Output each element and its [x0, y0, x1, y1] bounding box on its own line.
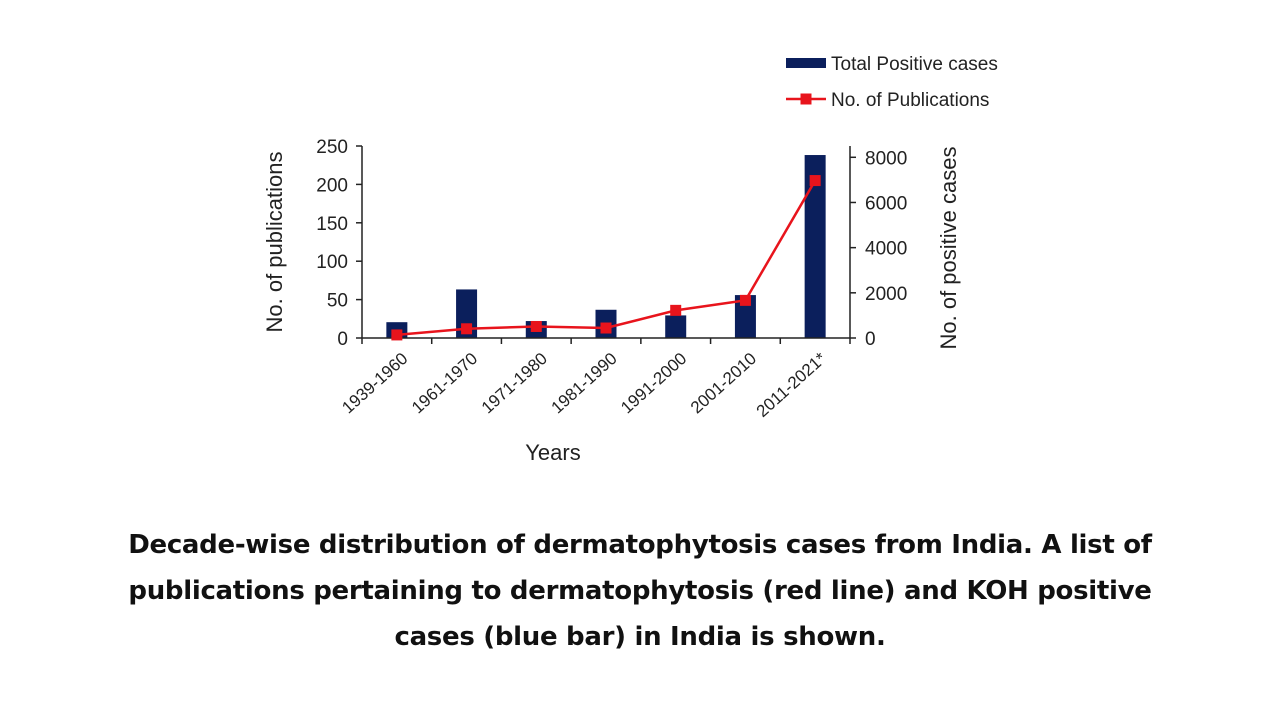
left-tick-label: 200	[316, 175, 348, 196]
right-tick-label: 2000	[865, 284, 907, 305]
x-tick-label-2011-2021*: 2011-2021*	[753, 349, 830, 421]
right-tick-label: 8000	[865, 148, 907, 169]
x-tick-label-1981-1990: 1981-1990	[548, 349, 621, 418]
figure-caption: Decade-wise distribution of dermatophyto…	[128, 530, 1152, 652]
left-tick-label: 100	[316, 252, 348, 273]
chart-legend: Total Positive cases No. of Publications	[786, 54, 998, 111]
publications-point-1981-1990	[600, 322, 612, 334]
left-tick-label: 50	[327, 291, 348, 312]
x-tick-label-1991-2000: 1991-2000	[617, 349, 690, 418]
legend-line-label: No. of Publications	[831, 90, 989, 111]
left-tick-label: 0	[337, 329, 348, 350]
publications-point-1991-2000	[670, 304, 682, 316]
publications-point-1939-1960	[391, 329, 403, 341]
x-tick-label-2001-2010: 2001-2010	[687, 349, 760, 418]
x-tick-label-1971-1980: 1971-1980	[478, 349, 551, 418]
publications-point-1971-1980	[530, 320, 542, 332]
bar-1991-2000	[665, 315, 687, 338]
right-tick-label: 4000	[865, 239, 907, 260]
publications-point-2011-2021*	[809, 175, 821, 187]
x-tick-label-1961-1970: 1961-1970	[408, 349, 481, 418]
left-axis-title: No. of publications	[262, 152, 287, 333]
left-tick-label: 250	[316, 137, 348, 158]
right-tick-label: 6000	[865, 193, 907, 214]
publications-point-1961-1970	[461, 323, 473, 335]
right-axis-title: No. of positive cases	[936, 147, 961, 350]
legend-line-marker	[800, 93, 812, 105]
legend-bar-label: Total Positive cases	[831, 54, 998, 75]
publications-point-2001-2010	[739, 294, 751, 306]
x-tick-label-1939-1960: 1939-1960	[338, 349, 411, 418]
legend-bar-swatch	[786, 58, 826, 68]
left-tick-label: 150	[316, 214, 348, 235]
bar-2011-2021*	[804, 155, 826, 338]
right-tick-label: 0	[865, 329, 876, 350]
line-series	[391, 175, 821, 341]
bar-series	[386, 155, 826, 338]
axis-labels: No. of publications No. of positive cases…	[262, 147, 961, 465]
x-axis-title: Years	[525, 440, 580, 465]
